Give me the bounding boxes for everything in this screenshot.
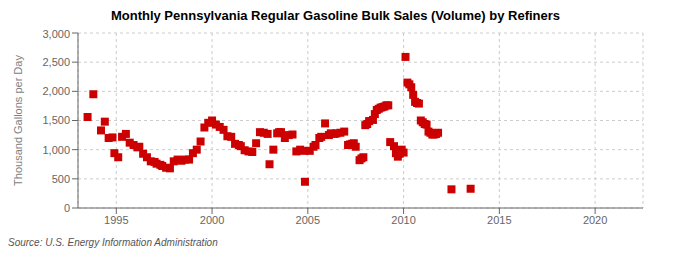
svg-text:Thousand Gallons per Day: Thousand Gallons per Day [12, 55, 24, 186]
svg-text:2020: 2020 [583, 214, 607, 226]
html-text:Monthly Pennsylvania Regular G: Monthly Pennsylvania Regular Gasoline Bu… [110, 8, 560, 23]
svg-text:2,500: 2,500 [42, 56, 70, 68]
svg-text:1,000: 1,000 [42, 144, 70, 156]
svg-text:2015: 2015 [487, 214, 511, 226]
svg-text:500: 500 [52, 173, 70, 185]
svg-text:0: 0 [64, 202, 70, 214]
svg-text:3,000: 3,000 [42, 28, 70, 40]
svg-text:2000: 2000 [200, 214, 224, 226]
svg-text:2010: 2010 [391, 214, 415, 226]
svg-text:2,000: 2,000 [42, 85, 70, 97]
svg-text:1995: 1995 [104, 214, 128, 226]
svg-text:2005: 2005 [296, 214, 320, 226]
svg-text:1,500: 1,500 [42, 114, 70, 126]
html-text:Source: U.S. Energy Informatio: Source: U.S. Energy Information Administ… [8, 237, 218, 248]
